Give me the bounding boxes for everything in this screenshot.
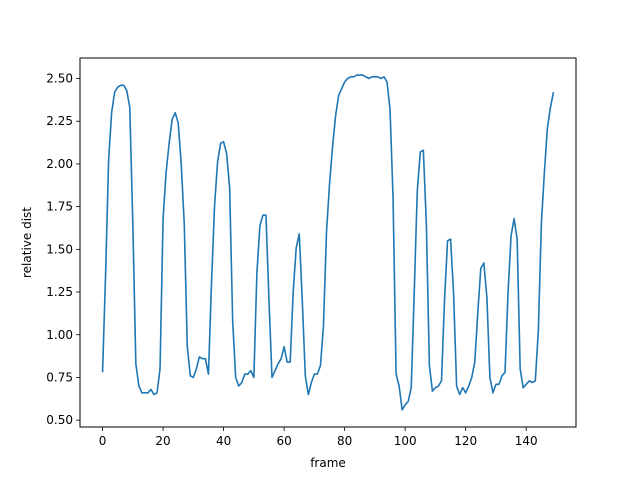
x-tick-label: 80 <box>337 434 352 448</box>
x-tick-label: 60 <box>276 434 291 448</box>
y-tick-label: 1.00 <box>46 328 73 342</box>
y-tick-label: 2.50 <box>46 72 73 86</box>
y-axis-label: relative dist <box>20 207 34 278</box>
x-tick-label: 20 <box>155 434 170 448</box>
plot-area <box>101 74 555 411</box>
x-tick-label: 0 <box>99 434 107 448</box>
series-line-0 <box>101 74 555 411</box>
x-tick-label: 120 <box>454 434 477 448</box>
axes-frame <box>79 57 577 428</box>
x-tick-label: 140 <box>515 434 538 448</box>
x-tick-label: 40 <box>216 434 231 448</box>
y-tick-label: 1.50 <box>46 242 73 256</box>
y-tick-label: 1.75 <box>46 200 73 214</box>
y-tick-label: 2.00 <box>46 157 73 171</box>
y-tick-label: 1.25 <box>46 285 73 299</box>
x-axis: 0 20 40 60 80 100 120 140 <box>99 427 538 448</box>
y-tick-label: 2.25 <box>46 114 73 128</box>
y-tick-label: 0.75 <box>46 370 73 384</box>
x-tick-label: 100 <box>394 434 417 448</box>
x-axis-label: frame <box>310 456 346 470</box>
y-axis: 0.50 0.75 1.00 1.25 1.50 1.75 2.00 2.25 2.50 <box>46 72 80 427</box>
y-tick-label: 0.50 <box>46 413 73 427</box>
